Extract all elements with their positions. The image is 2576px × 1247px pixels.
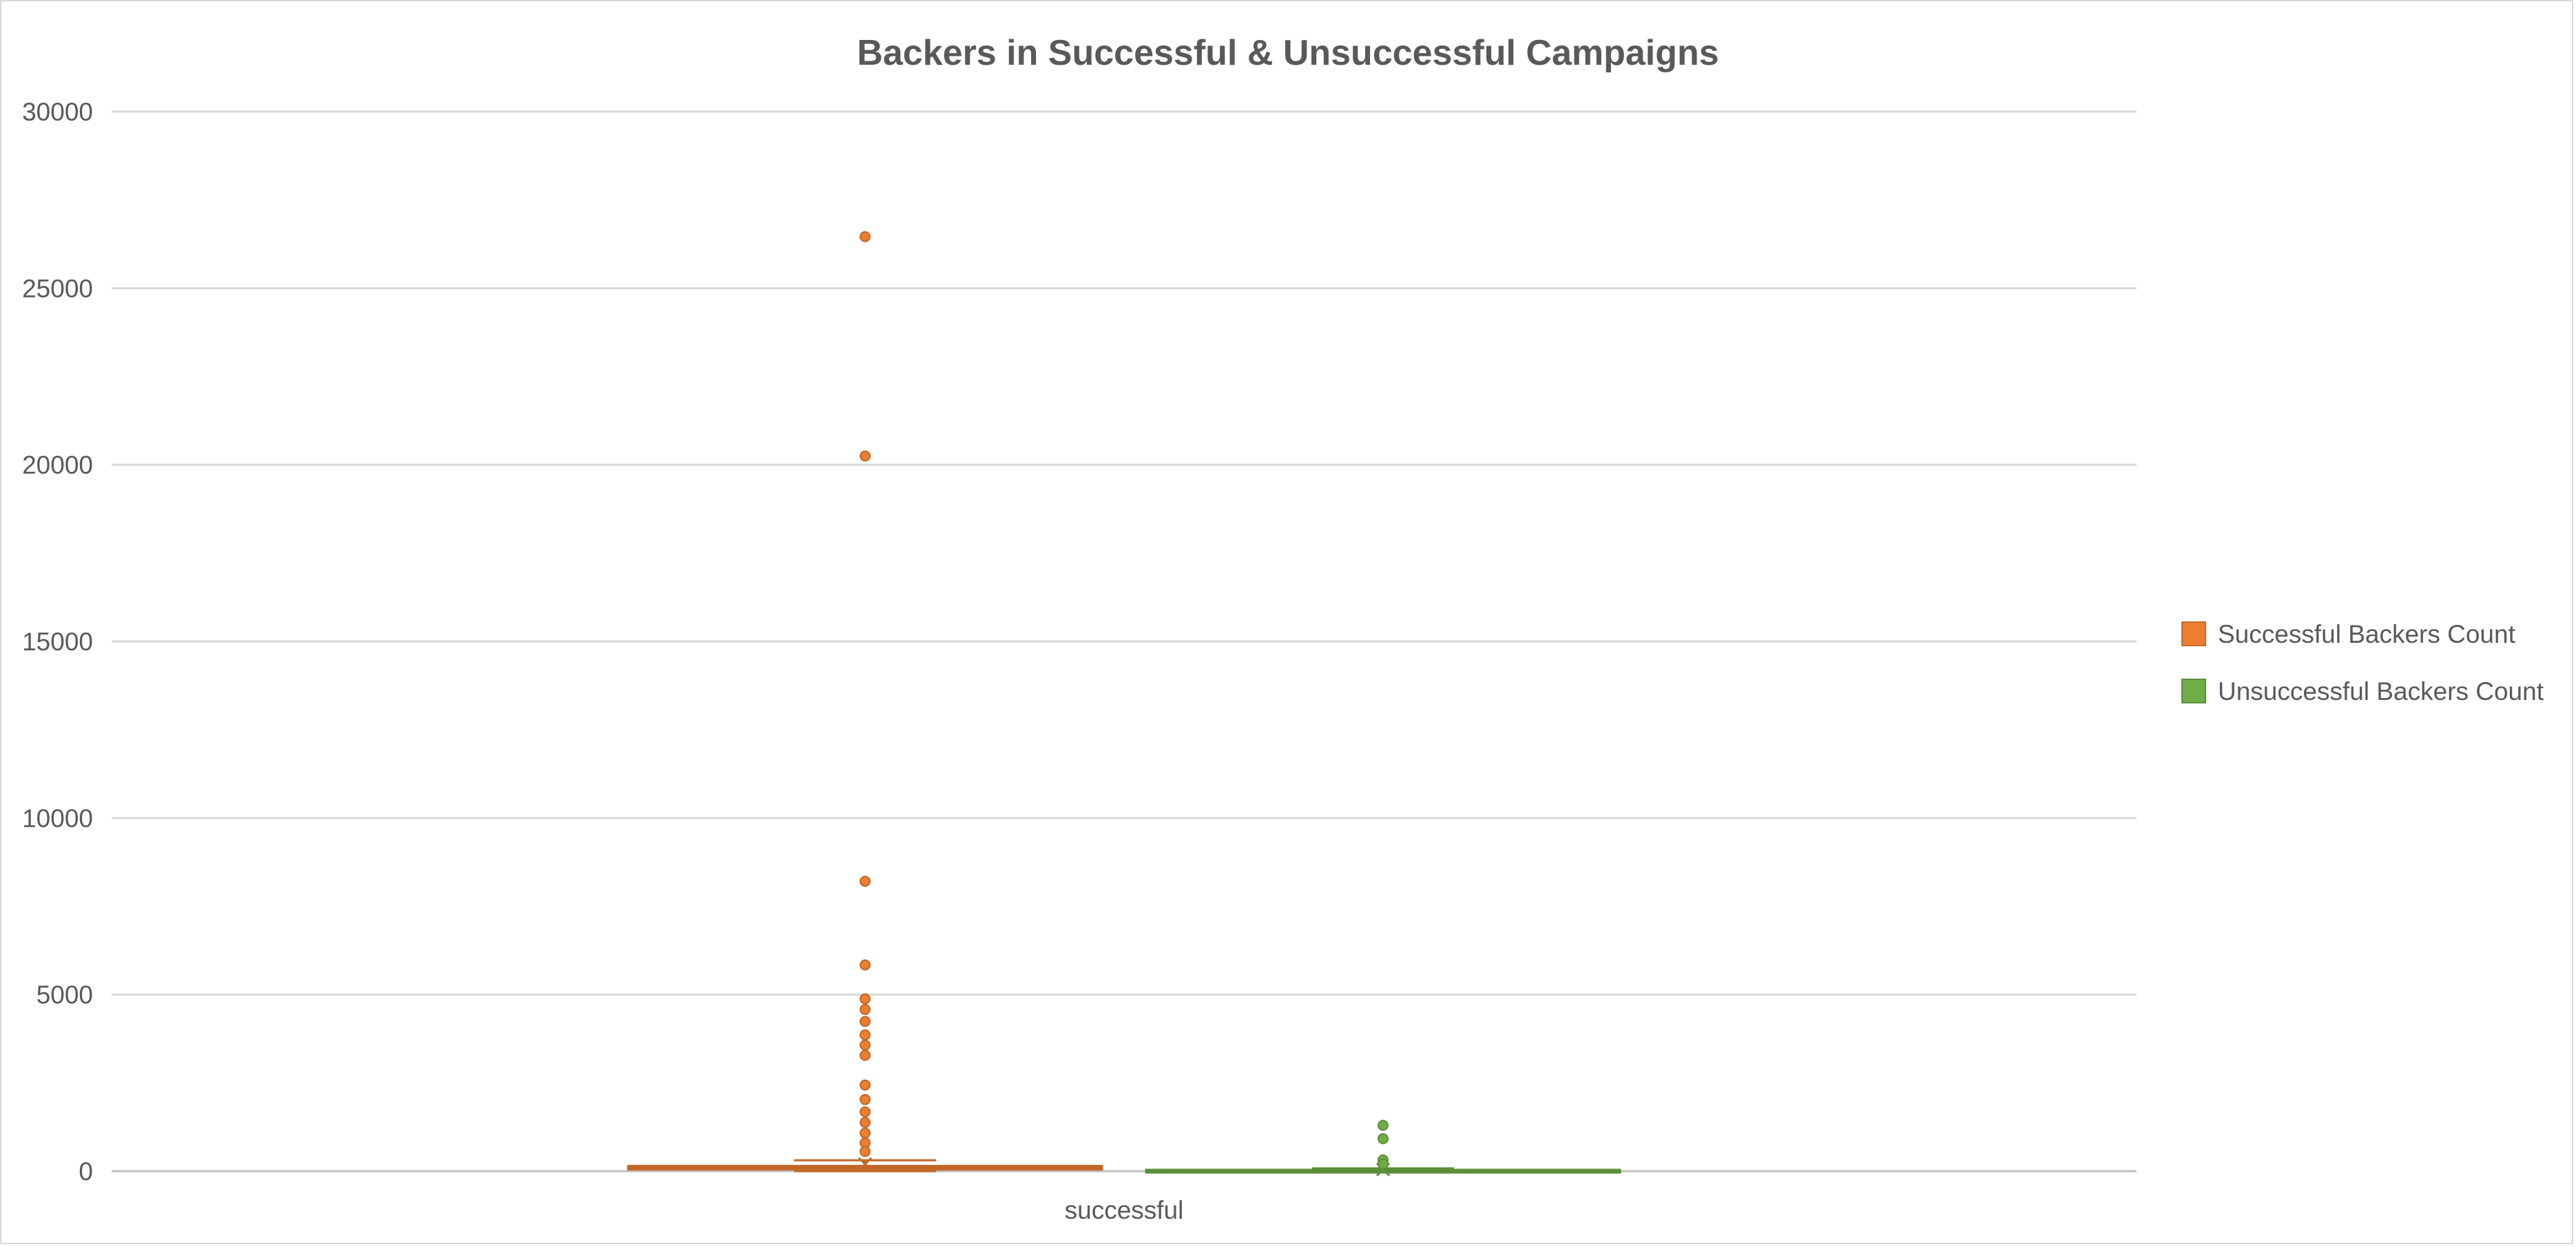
legend-label: Successful Backers Count — [2218, 620, 2516, 648]
y-tick-label: 10000 — [22, 804, 93, 832]
y-tick-label: 30000 — [22, 98, 93, 126]
y-tick-label: 0 — [79, 1157, 93, 1186]
y-tick-label: 20000 — [22, 451, 93, 480]
outlier-point — [860, 1117, 871, 1129]
outlier-point — [860, 959, 871, 971]
outlier-point — [860, 1049, 871, 1061]
outlier-point — [860, 1079, 871, 1091]
outlier-point — [1378, 1158, 1389, 1170]
outlier-point — [860, 1016, 871, 1027]
series-unsuccessful — [1145, 1120, 1621, 1177]
outlier-point — [860, 993, 871, 1004]
y-axis-tick-labels: 0 5000 10000 15000 20000 25000 30000 — [22, 98, 93, 1186]
legend-swatch — [2181, 679, 2206, 703]
series-layer — [627, 231, 1621, 1177]
legend-label: Unsuccessful Backers Count — [2218, 677, 2544, 705]
chart-title: Backers in Successful & Unsuccessful Cam… — [857, 33, 1718, 73]
outlier-point — [860, 1004, 871, 1016]
outlier-point — [860, 1127, 871, 1139]
outlier-point — [860, 1039, 871, 1051]
outlier-point — [860, 231, 871, 243]
legend-swatch — [2181, 621, 2206, 646]
mean-marker — [858, 1157, 873, 1171]
x-category-label: successful — [1065, 1196, 1184, 1224]
outlier-point — [860, 450, 871, 462]
legend: Successful Backers Count Unsuccessful Bac… — [2181, 620, 2544, 705]
x-axis: successful — [1065, 1196, 1184, 1224]
y-tick-label: 25000 — [22, 274, 93, 302]
outlier-point — [860, 1106, 871, 1117]
outlier-point — [860, 1029, 871, 1041]
outlier-point — [860, 876, 871, 887]
y-tick-label: 5000 — [37, 981, 93, 1009]
y-tick-label: 15000 — [22, 628, 93, 656]
outlier-point — [860, 1093, 871, 1105]
outlier-point — [1378, 1133, 1389, 1144]
gridlines — [112, 110, 2137, 1173]
series-successful — [627, 231, 1103, 1173]
outlier-point — [860, 1146, 871, 1157]
outlier-point — [1378, 1120, 1389, 1131]
